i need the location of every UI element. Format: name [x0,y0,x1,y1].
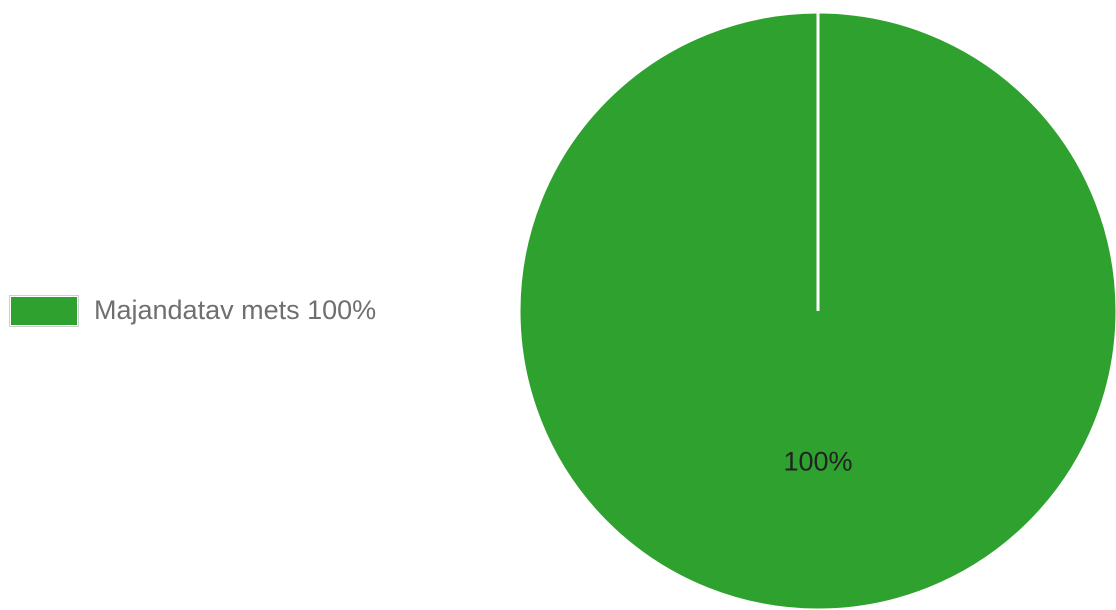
pie-labels: 100% [783,447,852,477]
pie-slice-label-majandatav-mets: 100% [783,447,852,477]
chart-legend: Majandatav mets 100% [9,294,377,327]
legend-label-majandatav-mets: Majandatav mets 100% [94,295,377,325]
legend-swatch-majandatav-mets [9,294,79,327]
pie-slices [517,10,1116,610]
